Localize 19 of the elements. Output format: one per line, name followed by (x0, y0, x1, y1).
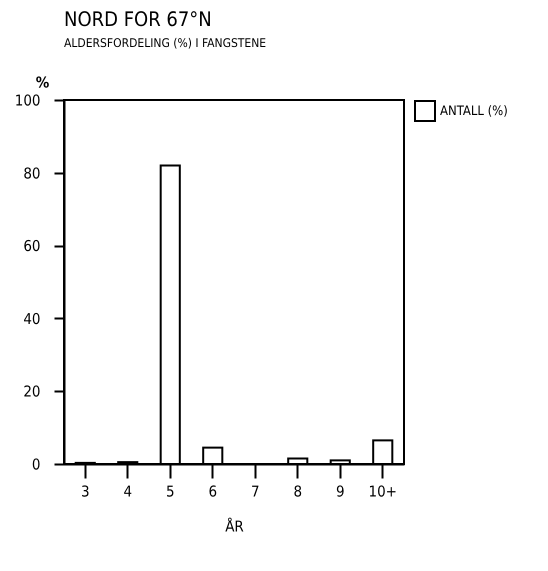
x-tick-label: 5 (166, 482, 175, 500)
chart-title: NORD FOR 67°N (64, 7, 212, 31)
legend-label: ANTALL (%) (440, 104, 508, 119)
x-tick-label: 4 (123, 482, 132, 500)
y-axis-title: % (36, 74, 50, 92)
y-tick-label: 0 (32, 456, 40, 474)
x-tick-label: 6 (208, 482, 218, 500)
y-tick-label: 100 (14, 92, 40, 110)
x-tick-label: 10+ (368, 482, 397, 500)
x-tick-label: 7 (250, 482, 260, 500)
chart-subtitle: ALDERSFORDELING (%) I FANGSTENE (64, 36, 266, 50)
y-tick-label: 40 (23, 310, 40, 328)
y-tick-label: 60 (23, 237, 40, 256)
x-tick-label: 3 (80, 482, 90, 500)
y-tick-label: 80 (23, 164, 40, 182)
x-axis-title: ÅR (225, 518, 244, 536)
x-tick-label: 8 (293, 482, 302, 500)
x-tick-label: 9 (336, 482, 345, 500)
y-tick-label: 20 (23, 382, 40, 401)
